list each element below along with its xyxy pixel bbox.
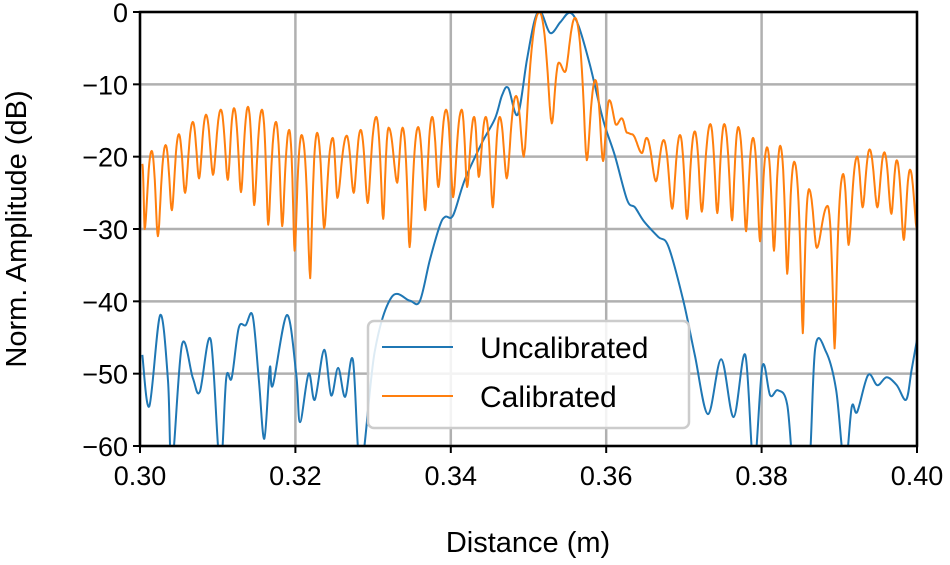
legend-label-uncalibrated: Uncalibrated [480,332,648,365]
x-tick-label: 0.40 [891,461,944,491]
series-lines [141,12,917,446]
y-tick-label: −10 [82,70,128,100]
legend-label-calibrated: Calibrated [480,381,617,414]
y-tick-label: −60 [82,432,128,462]
x-axis-label: Distance (m) [446,527,610,559]
x-tick-label: 0.38 [735,461,788,491]
y-tick-label: −20 [82,143,128,173]
x-tick-label: 0.36 [580,461,633,491]
x-tick-label: 0.34 [425,461,478,491]
legend: Uncalibrated Calibrated [366,319,691,430]
y-tick-label: 0 [113,0,128,28]
series-line-uncalibrated [141,12,917,446]
y-axis-label: Norm. Amplitude (dB) [1,90,33,367]
y-tick-label: −40 [82,287,128,317]
y-tick-label: −50 [82,360,128,390]
y-tick-label: −30 [82,215,128,245]
x-tick-label: 0.30 [114,461,167,491]
series-line-calibrated [141,12,917,350]
x-tick-label: 0.32 [269,461,322,491]
ticks: 0.30 0.32 0.34 0.36 0.38 0.40 0 −10 −20 −30 −40 −50… [82,0,943,491]
